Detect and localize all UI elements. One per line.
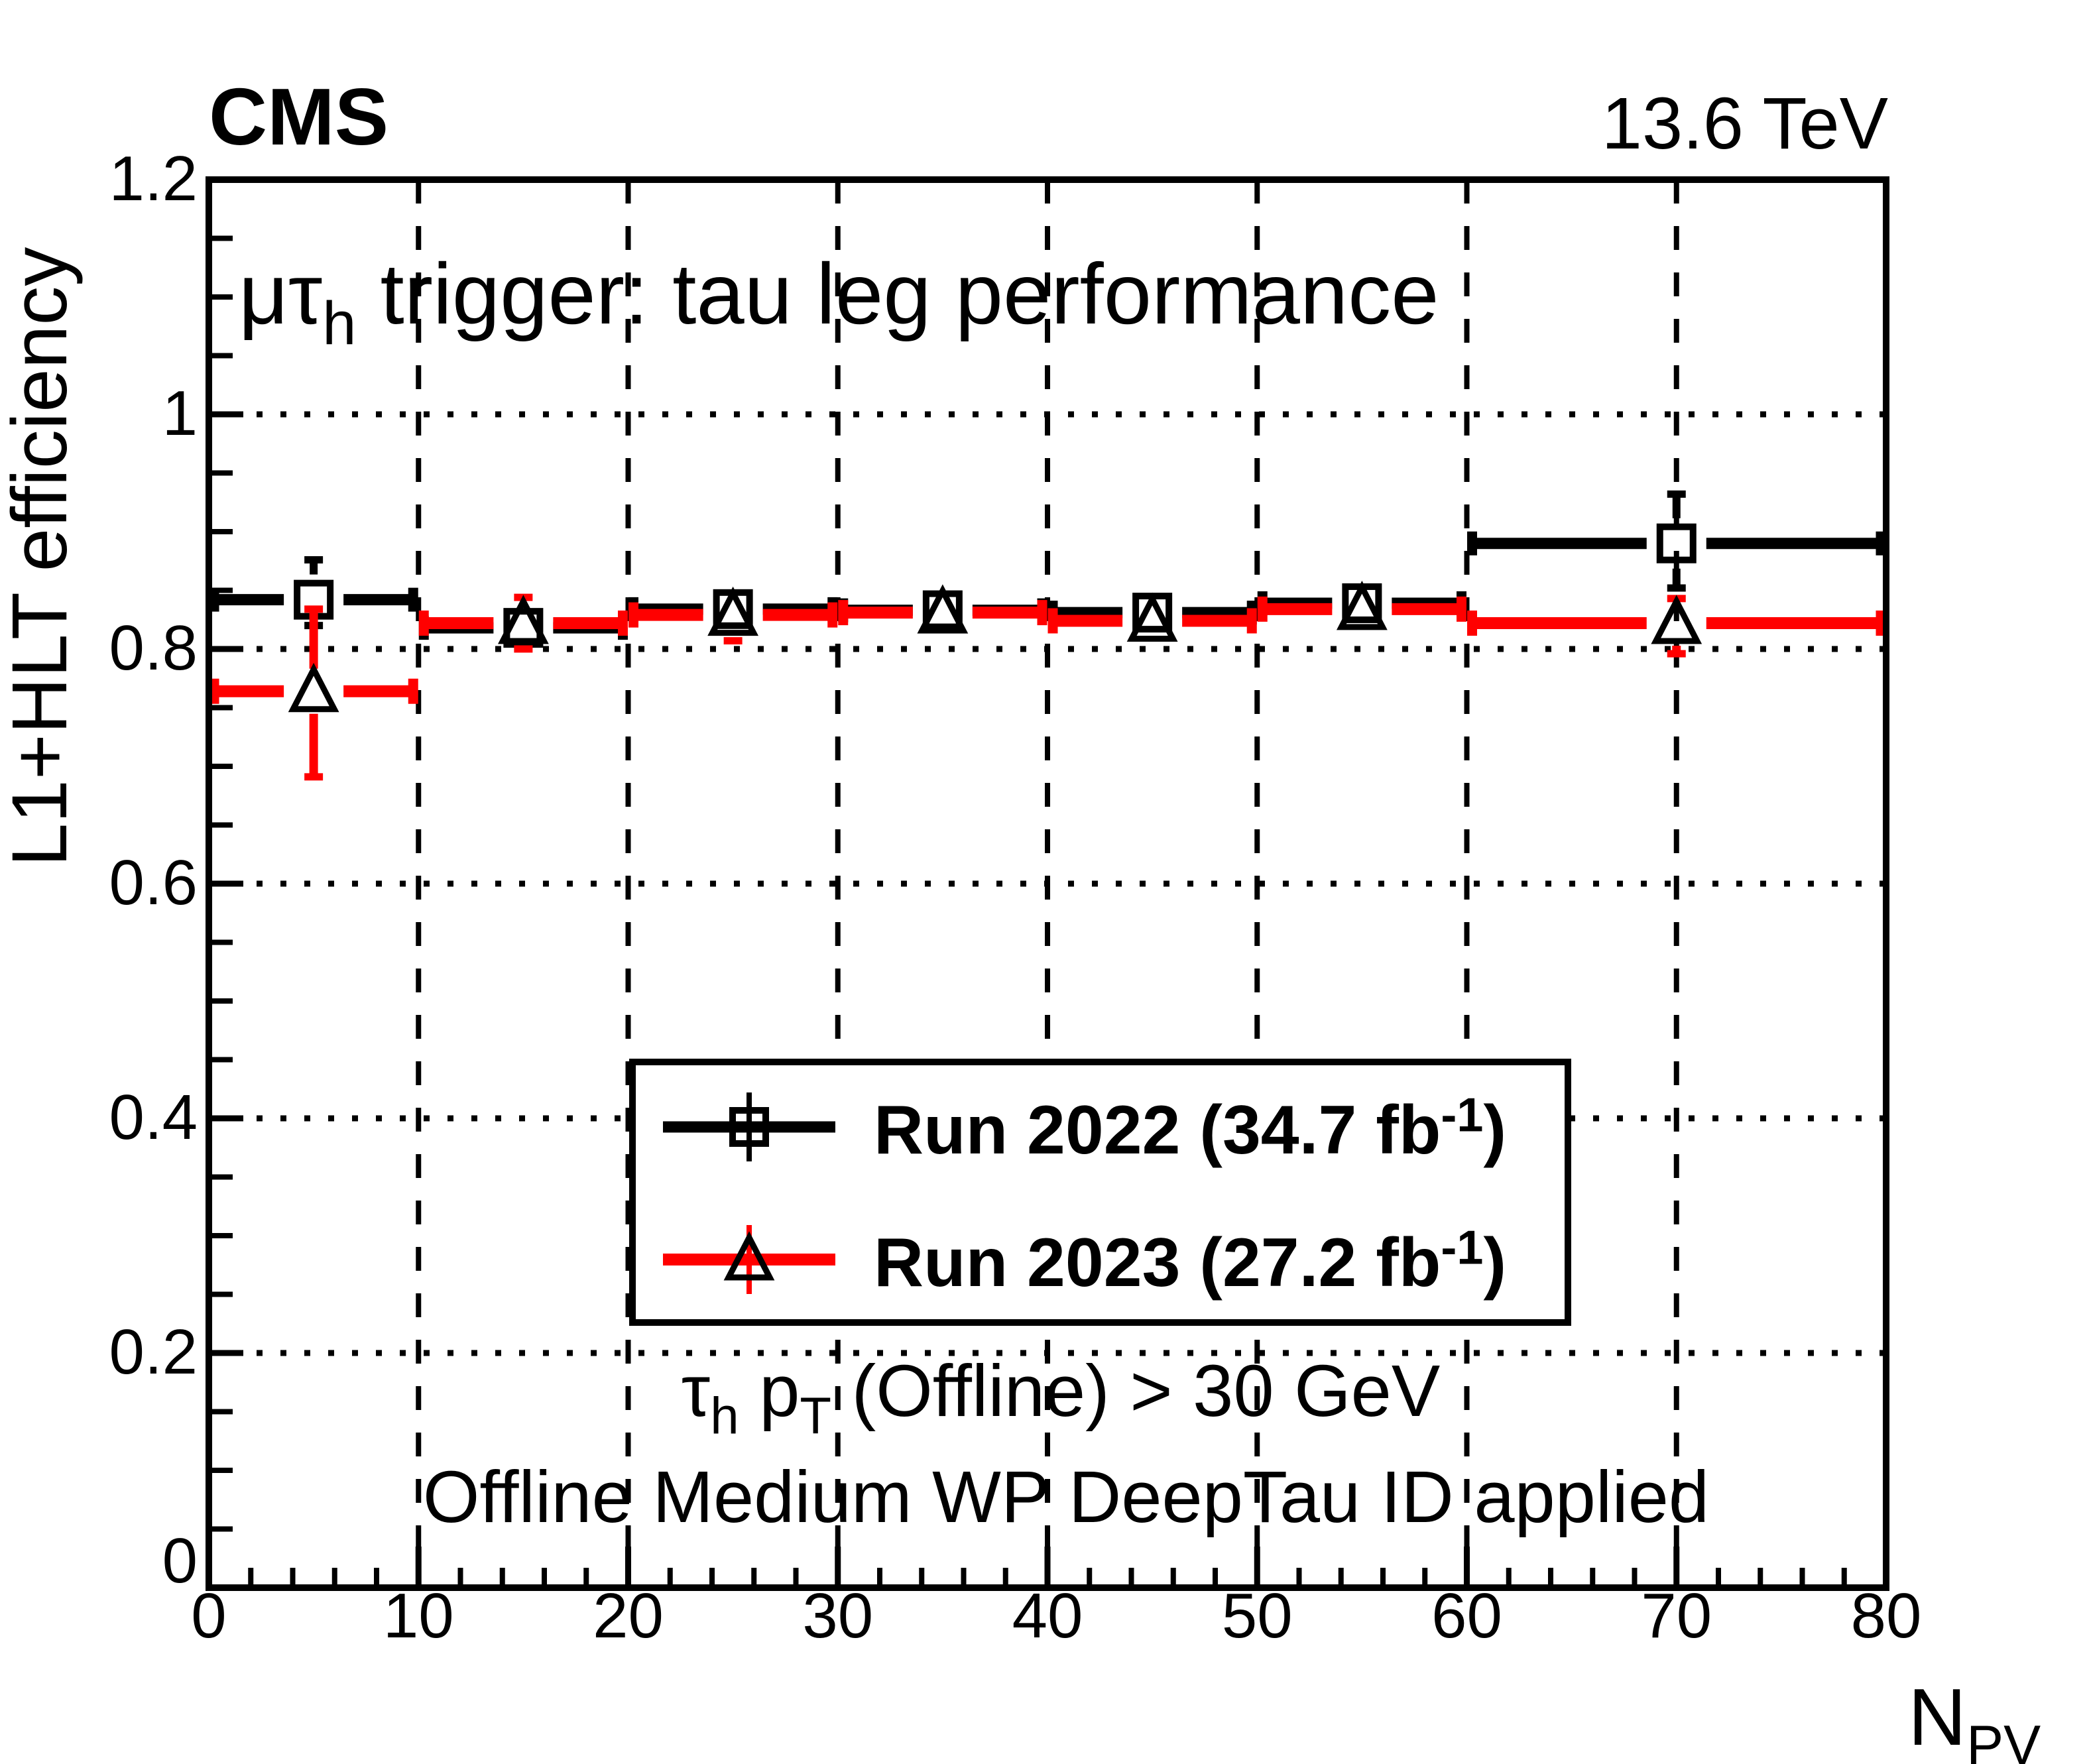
legend-label-run-2022: Run 2022 (34.7 fb-1)	[874, 1089, 1506, 1169]
x-tick-label-0: 0	[191, 1580, 226, 1651]
x-tick-label-10: 10	[383, 1580, 454, 1651]
energy-label: 13.6 TeV	[1602, 83, 1888, 164]
open-triangle-marker	[917, 584, 969, 634]
labels-layer: 0 10 20 30 40 50 60 70 80 0 0.2 0.4 0.6 0.8 1 1.2 NPV μτh…	[109, 143, 2041, 1764]
series-lines-run-2023	[209, 593, 1886, 781]
legend-entry-run-2022: Run 2022 (34.7 fb-1)	[663, 1089, 1506, 1169]
x-tick-label-30: 30	[802, 1580, 873, 1651]
y-tick-label-0: 0	[162, 1525, 198, 1596]
open-triangle-marker	[288, 662, 339, 713]
deeptau-label: Offline Medium WP DeepTau ID applied	[423, 1456, 1709, 1538]
gridlines-layer	[209, 180, 1886, 1588]
y-tick-label-0.6: 0.6	[109, 847, 198, 918]
open-triangle-marker	[497, 595, 549, 644]
y-tick-label-0.4: 0.4	[109, 1082, 198, 1153]
open-triangle-marker	[1336, 581, 1388, 630]
open-triangle-marker	[1651, 595, 1702, 644]
open-square-marker	[1656, 523, 1697, 563]
y-tick-label-0.8: 0.8	[109, 613, 198, 683]
plot-title: μτh trigger: tau leg performance	[239, 245, 1439, 357]
legend-box	[629, 1059, 1571, 1326]
y-tick-label-1.2: 1.2	[109, 143, 198, 214]
cms-label: CMS	[209, 72, 388, 162]
series-markers-run-2023	[288, 581, 1702, 713]
open-square-icon	[729, 1107, 769, 1147]
x-axis-title: NPV	[1908, 1672, 2041, 1764]
pt-cut-label: τh pT (Offline) > 30 GeV	[682, 1350, 1440, 1444]
open-triangle-marker	[707, 586, 759, 636]
x-tick-label-70: 70	[1641, 1580, 1712, 1651]
open-triangle-icon	[723, 1231, 775, 1281]
legend: Run 2022 (34.7 fb-1) Run 2023 (27.2 fb-1)	[629, 1059, 1571, 1326]
open-triangle-marker	[1126, 592, 1178, 642]
x-tick-label-40: 40	[1012, 1580, 1083, 1651]
axes-frame-layer	[206, 176, 1889, 1591]
legend-label-run-2023: Run 2023 (27.2 fb-1)	[874, 1222, 1506, 1301]
y-axis-title: L1+HLT efficiency	[0, 247, 84, 867]
x-tick-label-80: 80	[1851, 1580, 1922, 1651]
x-tick-label-20: 20	[593, 1580, 664, 1651]
y-tick-label-1: 1	[162, 378, 198, 449]
legend-entry-run-2023: Run 2023 (27.2 fb-1)	[663, 1222, 1506, 1301]
data-series-layer	[209, 490, 1886, 781]
y-tick-label-0.2: 0.2	[109, 1317, 198, 1387]
x-tick-label-50: 50	[1222, 1580, 1293, 1651]
x-tick-label-60: 60	[1431, 1580, 1502, 1651]
